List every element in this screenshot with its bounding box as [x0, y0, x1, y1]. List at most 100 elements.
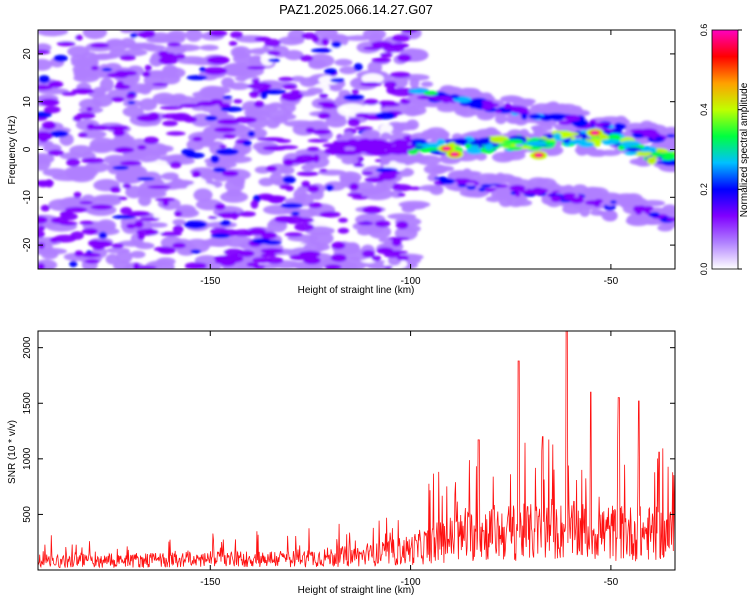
- heatmap-cell: [38, 180, 50, 188]
- heatmap-cell: [239, 211, 256, 217]
- heatmap-x-ticks: -150 -100 -50: [200, 30, 619, 287]
- heatmap-cell: [47, 149, 64, 156]
- heatmap-cell: [247, 130, 256, 137]
- snr-y-tick-label: 1000: [22, 447, 33, 470]
- heatmap-cell: [59, 152, 84, 160]
- heatmap-cell: [402, 203, 427, 210]
- heatmap-cell: [550, 195, 562, 203]
- heatmap-cell: [142, 71, 151, 78]
- heatmap-cell: [467, 100, 483, 106]
- heatmap-cell: [86, 123, 96, 131]
- heatmap-x-tick-label: -100: [401, 276, 421, 287]
- heatmap-cell: [72, 115, 82, 122]
- heatmap-y-tick-label: 20: [22, 48, 33, 60]
- heatmap-cell: [208, 30, 228, 37]
- heatmap-cell: [79, 200, 93, 205]
- heatmap-cell: [495, 184, 508, 188]
- heatmap-cell: [343, 94, 365, 101]
- colorbar-tick-label: 0.2: [699, 183, 709, 196]
- heatmap-cell: [457, 178, 464, 182]
- heatmap-cell: [219, 258, 236, 267]
- heatmap-cell: [210, 154, 220, 164]
- heatmap-cell: [262, 145, 287, 151]
- heatmap-cell: [186, 75, 208, 81]
- heatmap-cell: [495, 109, 502, 114]
- heatmap-cell: [123, 48, 148, 57]
- snr-x-tick-label: -50: [604, 577, 619, 588]
- heatmap-cell: [362, 206, 383, 214]
- heatmap-cell: [480, 183, 492, 188]
- heatmap-cell: [562, 192, 576, 198]
- heatmap-cell: [354, 126, 374, 131]
- heatmap-cell: [61, 91, 77, 96]
- heatmap-cell: [107, 72, 125, 78]
- heatmap-cell: [145, 228, 155, 235]
- heatmap-cell: [399, 55, 408, 61]
- heatmap-cell: [130, 250, 146, 259]
- heatmap-y-axis-label: Frequency (Hz): [7, 116, 18, 185]
- heatmap-cell: [466, 185, 476, 190]
- heatmap-cell: [353, 147, 363, 155]
- heatmap-cell: [213, 126, 236, 133]
- heatmap-x-tick-label: -50: [604, 276, 619, 287]
- heatmap-cell: [275, 139, 292, 143]
- heatmap-cell: [246, 66, 266, 70]
- heatmap-cell: [282, 83, 298, 90]
- heatmap-cell: [264, 38, 281, 48]
- heatmap-cell: [423, 90, 438, 96]
- snr-y-tick-label: 2000: [22, 336, 33, 359]
- heatmap-cell: [420, 81, 434, 88]
- heatmap-cell: [85, 161, 110, 173]
- heatmap-cell: [60, 212, 78, 221]
- snr-x-axis-label: Height of straight line (km): [298, 585, 415, 596]
- heatmap-cell: [449, 94, 460, 99]
- heatmap-cell: [659, 208, 670, 215]
- heatmap-cell: [145, 70, 169, 77]
- heatmap-cell: [347, 140, 361, 144]
- heatmap-cell: [337, 227, 350, 234]
- heatmap-cell: [265, 165, 278, 172]
- heatmap-cell: [158, 56, 179, 65]
- heatmap-cell: [84, 259, 100, 264]
- heatmap-cell: [228, 41, 238, 46]
- heatmap-cell: [123, 42, 156, 50]
- heatmap-cell: [397, 192, 406, 197]
- heatmap-cell: [260, 52, 275, 66]
- heatmap-cell: [76, 112, 96, 120]
- heatmap-y-tick-label: 10: [22, 96, 33, 108]
- heatmap-cell: [70, 231, 84, 240]
- heatmap-x-axis-label: Height of straight line (km): [298, 285, 415, 296]
- heatmap-y-tick-label: -10: [22, 190, 33, 205]
- heatmap-cell: [185, 152, 205, 159]
- heatmap-cell: [492, 151, 515, 163]
- heatmap-cell: [331, 41, 342, 49]
- heatmap-cell: [116, 80, 124, 89]
- heatmap-cell: [215, 148, 239, 156]
- heatmap-cell: [48, 80, 64, 88]
- heatmap-cell: [625, 147, 642, 152]
- heatmap-cell: [508, 117, 526, 124]
- heatmap-cell: [411, 138, 427, 144]
- heatmap-cell: [363, 46, 384, 51]
- heatmap-cell: [632, 150, 653, 157]
- heatmap-cell: [361, 73, 384, 84]
- colorbar-strip: [711, 29, 739, 270]
- heatmap-cell: [319, 168, 328, 173]
- heatmap-cell: [405, 255, 421, 265]
- heatmap-cell: [162, 120, 178, 127]
- heatmap-cell: [528, 113, 542, 120]
- heatmap-cell: [605, 211, 618, 222]
- heatmap-cell: [322, 33, 349, 41]
- heatmap-cell: [396, 255, 409, 261]
- heatmap-cell: [219, 144, 227, 149]
- heatmap-cell: [364, 176, 385, 183]
- heatmap-cell: [127, 101, 136, 105]
- heatmap-cell: [220, 106, 244, 112]
- heatmap-cell: [344, 30, 357, 36]
- heatmap-cell: [361, 171, 374, 175]
- heatmap-cell: [307, 138, 329, 143]
- heatmap-cell: [655, 136, 664, 141]
- heatmap-cell: [91, 65, 99, 71]
- heatmap-cell: [307, 87, 324, 95]
- heatmap-cell: [159, 105, 183, 110]
